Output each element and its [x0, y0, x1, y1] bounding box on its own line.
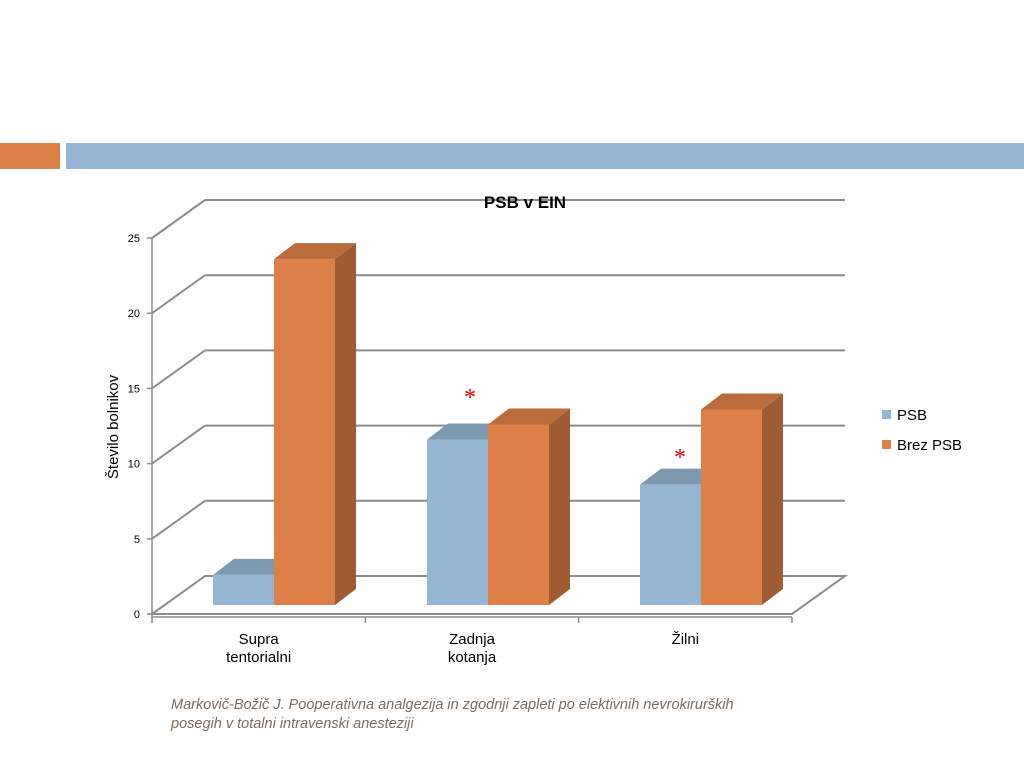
- bar-front: [274, 259, 335, 605]
- y-tick-label-25: 25: [128, 233, 140, 245]
- chart-title: PSB v EIN: [484, 193, 566, 212]
- bar-front: [640, 484, 701, 605]
- x-category-label-2: Zadnja kotanja: [448, 631, 497, 666]
- bar-brez-psb-3: [701, 393, 783, 605]
- x-category-label-line: tentorialni: [226, 649, 291, 666]
- bar-front: [213, 574, 274, 605]
- citation: Markovič-Božič J. Pooperativna analgezij…: [171, 696, 871, 734]
- x-category-label-line: Zadnja: [449, 631, 496, 648]
- gridline-side-25: [151, 199, 206, 239]
- x-category-label-line: kotanja: [448, 649, 497, 666]
- gridline-side-10: [151, 424, 206, 465]
- significance-asterisk-2: *: [674, 445, 686, 471]
- x-category-label-3: Žilni: [672, 631, 700, 648]
- bar-top: [701, 393, 783, 410]
- gridline-side-5: [151, 499, 206, 540]
- bar-side: [549, 408, 570, 605]
- bar-front: [701, 409, 762, 605]
- legend-swatch-2: [882, 440, 891, 449]
- y-tick-label-5: 5: [134, 534, 140, 546]
- bar-brez-psb-2: [488, 408, 570, 605]
- chart-floor: [148, 575, 849, 615]
- bar-brez-psb-1: [274, 243, 356, 605]
- bar-top: [488, 408, 570, 425]
- y-tick-label-15: 15: [128, 383, 140, 395]
- bar-front: [488, 424, 549, 605]
- citation-line-1: Markovič-Božič J. Pooperativna analgezij…: [171, 697, 734, 713]
- accent-band-orange: [0, 143, 60, 169]
- bar-side: [762, 393, 783, 605]
- citation-line-2: posegih v totalni intravenski anesteziji: [171, 716, 414, 732]
- x-category-label-line: Žilni: [672, 631, 700, 648]
- bar-front: [427, 439, 488, 605]
- legend-label-1: PSB: [897, 407, 927, 424]
- x-category-label-line: Supra: [239, 631, 280, 648]
- y-tick-label-10: 10: [128, 459, 140, 471]
- legend-swatch-1: [882, 410, 891, 419]
- x-category-label-1: Supra tentorialni: [226, 631, 291, 666]
- bar-side: [335, 243, 356, 605]
- gridline-side-20: [151, 274, 206, 315]
- accent-band-blue: [66, 143, 1024, 169]
- y-tick-label-20: 20: [128, 308, 140, 320]
- y-axis-label: Število bolnikov: [105, 374, 122, 479]
- gridline-side-15: [151, 349, 206, 390]
- bar-top: [274, 243, 356, 260]
- y-tick-label-0: 0: [134, 609, 140, 621]
- significance-asterisk-1: *: [464, 385, 476, 411]
- legend-label-2: Brez PSB: [897, 437, 962, 454]
